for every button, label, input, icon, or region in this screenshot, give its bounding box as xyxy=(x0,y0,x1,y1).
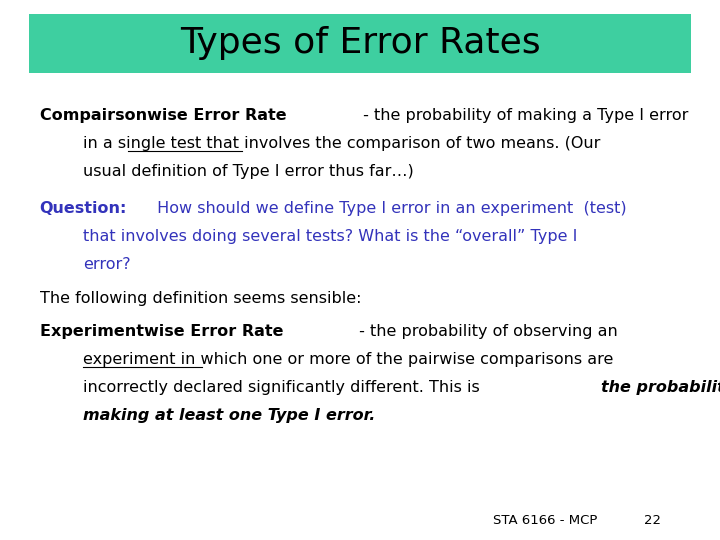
Text: The following definition seems sensible:: The following definition seems sensible: xyxy=(40,291,361,306)
Text: STA 6166 - MCP: STA 6166 - MCP xyxy=(493,514,598,526)
Text: How should we define Type I error in an experiment  (test): How should we define Type I error in an … xyxy=(153,201,627,216)
Text: - the probability of making a Type I error: - the probability of making a Type I err… xyxy=(358,108,688,123)
FancyBboxPatch shape xyxy=(29,14,691,73)
Text: that involves doing several tests? What is the “overall” Type I: that involves doing several tests? What … xyxy=(83,229,577,244)
Text: incorrectly declared significantly different. This is: incorrectly declared significantly diffe… xyxy=(83,380,485,395)
Text: in a: in a xyxy=(83,136,117,151)
Text: experiment: experiment xyxy=(83,352,175,367)
Text: Question:: Question: xyxy=(40,201,127,216)
Text: error?: error? xyxy=(83,257,130,272)
Text: in a single test: in a single test xyxy=(83,136,206,151)
Text: in a single test that involves the comparison of two means. (Our: in a single test that involves the compa… xyxy=(83,136,600,151)
Text: 22: 22 xyxy=(644,514,662,526)
Text: usual definition of Type I error thus far…): usual definition of Type I error thus fa… xyxy=(83,164,413,179)
Text: the probability of: the probability of xyxy=(601,380,720,395)
Text: Compairsonwise Error Rate: Compairsonwise Error Rate xyxy=(40,108,287,123)
Text: experiment in which one or more of the pairwise comparisons are: experiment in which one or more of the p… xyxy=(83,352,613,367)
Text: - the probability of observing an: - the probability of observing an xyxy=(354,324,618,339)
Text: Experimentwise Error Rate: Experimentwise Error Rate xyxy=(40,324,283,339)
Text: Types of Error Rates: Types of Error Rates xyxy=(180,26,540,60)
Text: making at least one Type I error.: making at least one Type I error. xyxy=(83,408,375,423)
